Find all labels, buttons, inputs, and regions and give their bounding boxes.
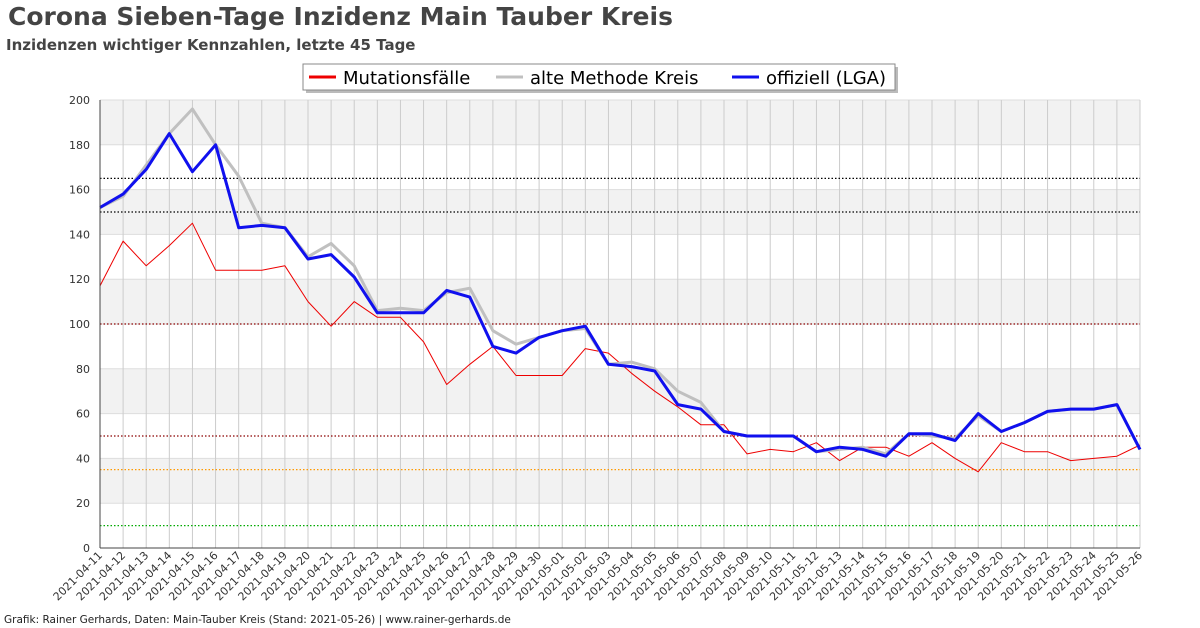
y-tick-label: 180 xyxy=(69,139,90,152)
footer-credit: Grafik: Rainer Gerhards, Daten: Main-Tau… xyxy=(4,614,511,626)
background-band xyxy=(100,368,1140,414)
background-band xyxy=(100,279,1140,324)
y-tick-label: 20 xyxy=(76,497,90,510)
legend: Mutationsfälle alte Methode Kreis offiziel… xyxy=(302,63,898,93)
y-tick-label: 60 xyxy=(76,408,90,421)
series-lines xyxy=(99,107,1142,473)
legend-label: offiziell (LGA) xyxy=(766,68,886,89)
series-line xyxy=(99,222,1141,473)
y-tick-label: 140 xyxy=(69,228,90,241)
y-tick-label: 40 xyxy=(76,452,90,465)
background-band xyxy=(100,100,1140,145)
chart-title: Corona Sieben-Tage Inzidenz Main Tauber … xyxy=(8,2,673,31)
background-bands xyxy=(100,100,1140,504)
y-tick-label: 80 xyxy=(76,363,90,376)
y-tick-label: 100 xyxy=(69,318,90,331)
series-line xyxy=(99,132,1142,458)
axes xyxy=(99,100,1140,549)
background-band xyxy=(100,458,1140,504)
chart-subtitle: Inzidenzen wichtiger Kennzahlen, letzte … xyxy=(6,36,416,54)
legend-box xyxy=(302,63,896,91)
y-tick-label: 0 xyxy=(83,542,90,555)
y-tick-label: 160 xyxy=(69,184,90,197)
y-tick-label: 120 xyxy=(69,273,90,286)
y-tick-label: 200 xyxy=(69,94,90,107)
y-tick-labels: 0 20 40 60 80 100 120 140 160 180 200 xyxy=(69,94,90,555)
legend-label: alte Methode Kreis xyxy=(530,68,698,89)
legend-label: Mutationsfälle xyxy=(343,68,470,89)
x-tick-labels: 2021-04-112021-04-122021-04-132021-04-14… xyxy=(51,549,1145,603)
